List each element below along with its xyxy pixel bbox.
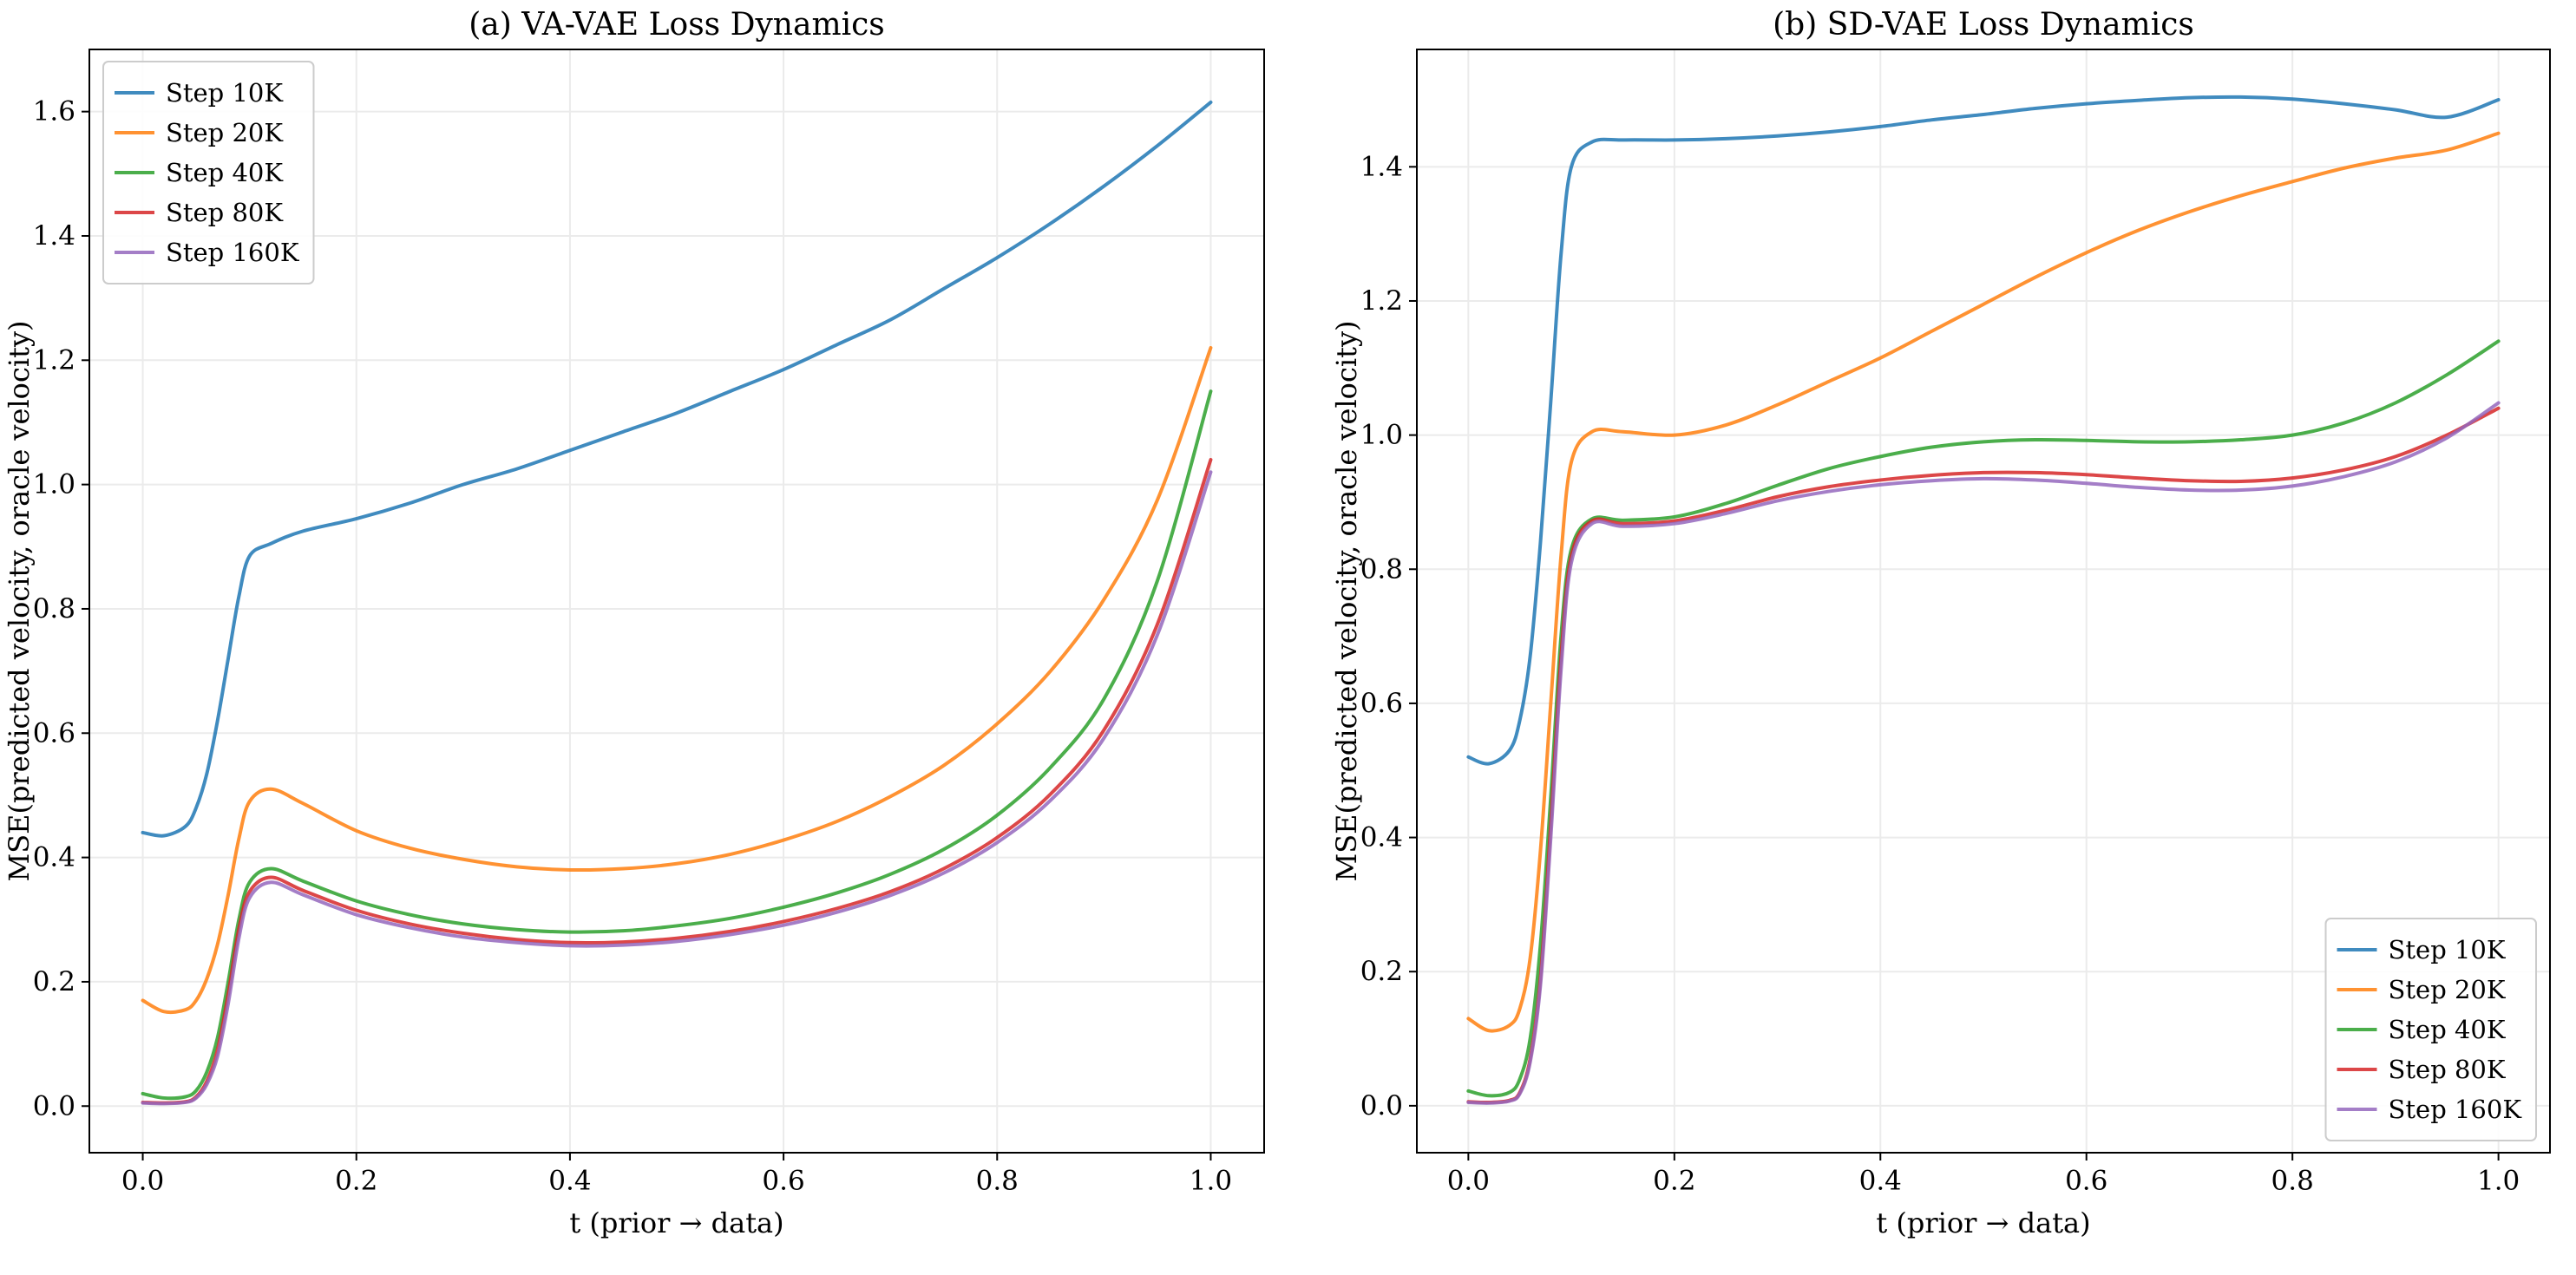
legend-box	[102, 61, 315, 284]
y-tick-label: 0.4	[1360, 822, 1403, 853]
y-tick-label: 1.2	[33, 344, 75, 376]
x-tick-label: 0.6	[2065, 1165, 2107, 1196]
legend: Step 10K Step 20K Step 40K Step 80K Step 160…	[102, 61, 315, 284]
y-tick-label: 0.2	[33, 966, 75, 997]
series-lines	[1466, 95, 2501, 1105]
series-step-20k	[1466, 131, 2501, 1033]
chart-va-vae-loss-dynamics: 0.0 0.2 0.4 0.6 0.8 1.0 1.2 1.4 1.6 0.0 0.2 0.4 0.6 0…	[3, 7, 1265, 1239]
y-axis-label: MSE(predicted velocity, oracle velocity)	[3, 320, 36, 881]
y-axis: 0.0 0.2 0.4 0.6 0.8 1.0 1.2 1.4	[1360, 151, 1417, 1121]
series-step-40k	[1466, 339, 2501, 1098]
x-tick-label: 1.0	[2477, 1165, 2520, 1196]
x-tick-label: 1.0	[1190, 1165, 1232, 1196]
x-tick-label: 0.4	[1859, 1165, 1902, 1196]
y-tick-label: 0.0	[1360, 1090, 1403, 1121]
plot-border	[1416, 49, 2551, 1154]
x-tick-label: 0.8	[976, 1165, 1019, 1196]
series-step-10k	[1466, 95, 2501, 766]
y-tick-label: 0.8	[1360, 553, 1403, 585]
legend-label: Step 20K	[2389, 975, 2507, 1004]
y-tick-label: 0.0	[33, 1090, 75, 1121]
legend-label: Step 80K	[2389, 1055, 2507, 1084]
legend-label: Step 40K	[2389, 1015, 2507, 1044]
y-tick-label: 0.6	[33, 717, 75, 749]
series-step-160k	[141, 470, 1213, 1106]
y-axis-label: MSE(predicted velocity, oracle velocity)	[1330, 320, 1363, 881]
x-tick-label: 0.4	[548, 1165, 591, 1196]
chart-sd-vae-loss-dynamics: 0.0 0.2 0.4 0.6 0.8 1.0 1.2 1.4 0.0 0.2 0.4 0.6 0.8 1…	[1288, 0, 2576, 1275]
y-tick-label: 1.0	[33, 469, 75, 500]
x-tick-label: 0.6	[762, 1165, 804, 1196]
chart-title: (a) VA-VAE Loss Dynamics	[469, 7, 884, 42]
x-axis: 0.0 0.2 0.4 0.6 0.8 1.0	[121, 1153, 1232, 1196]
y-tick-label: 1.4	[1360, 151, 1403, 182]
plot-border	[88, 49, 1265, 1154]
series-step-20k	[141, 345, 1213, 1015]
x-tick-label: 0.2	[335, 1165, 377, 1196]
y-tick-label: 0.6	[1360, 688, 1403, 719]
x-axis: 0.0 0.2 0.4 0.6 0.8 1.0	[1447, 1153, 2520, 1196]
legend-label: Step 40K	[166, 158, 284, 187]
series-step-80k	[141, 457, 1213, 1105]
legend-label: Step 10K	[166, 78, 284, 108]
legend: Step 10K Step 20K Step 40K Step 80K Step 160…	[2324, 918, 2537, 1141]
gridlines	[89, 49, 1264, 1153]
y-tick-label: 1.4	[33, 220, 75, 252]
legend-label: Step 160K	[2389, 1095, 2523, 1124]
x-tick-label: 0.8	[2271, 1165, 2314, 1196]
x-tick-label: 0.0	[1447, 1165, 1490, 1196]
series-step-160k	[1466, 401, 2501, 1105]
sd-vae-loss-dynamics-svg: 0.0 0.2 0.4 0.6 0.8 1.0 1.2 1.4 0.0 0.2 0.4 0.6 0.8 1…	[1330, 7, 2551, 1239]
x-axis-label: t (prior → data)	[1876, 1206, 2090, 1239]
y-tick-label: 1.6	[33, 96, 75, 128]
va-vae-loss-dynamics-svg: 0.00.20.40.60.81.01.21.41.60.0 0.2 0.4 0.6 0…	[3, 7, 1265, 1239]
series-lines	[141, 100, 1213, 1106]
y-tick-label: 1.2	[1360, 285, 1403, 317]
chart-title: (b) SD-VAE Loss Dynamics	[1773, 7, 2194, 42]
y-axis: 0.0 0.2 0.4 0.6 0.8 1.0 1.2 1.4 1.6	[33, 96, 89, 1121]
legend-label: Step 10K	[2389, 935, 2507, 964]
x-tick-label: 0.2	[1653, 1165, 1695, 1196]
legend-label: Step 160K	[166, 238, 300, 267]
legend-label: Step 20K	[166, 118, 284, 147]
x-axis-label: t (prior → data)	[569, 1206, 783, 1239]
y-tick-label: 0.8	[33, 593, 75, 624]
y-tick-label: 0.4	[33, 842, 75, 873]
y-tick-label: 0.2	[1360, 956, 1403, 987]
legend-box	[2324, 918, 2537, 1141]
x-tick-label: 0.0	[121, 1165, 164, 1196]
series-step-10k	[141, 100, 1213, 838]
series-step-40k	[141, 389, 1213, 1101]
y-tick-label: 1.0	[1360, 420, 1403, 451]
legend-label: Step 80K	[166, 198, 284, 227]
